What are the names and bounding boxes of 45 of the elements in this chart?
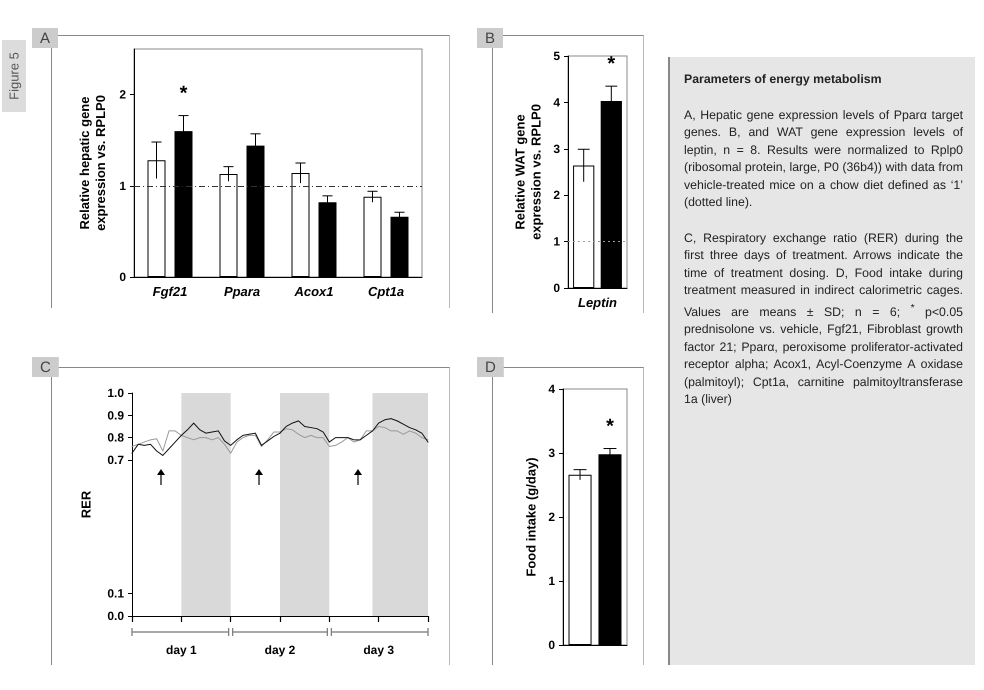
annotation: *	[606, 416, 614, 438]
chart-title: A	[40, 30, 50, 47]
text: Parameters of energy metabolism	[684, 71, 883, 88]
x-tick-label: day 3	[363, 643, 394, 657]
y-tick-label: 0.0	[107, 609, 124, 623]
y-tick-label: 2	[119, 88, 126, 102]
chart-title: D	[485, 359, 496, 376]
y-tick-label: 1	[119, 178, 126, 193]
y-tick-label: 4	[553, 95, 560, 110]
y-tick-label: 1	[548, 574, 556, 588]
y-tick-label: 0.1	[107, 586, 124, 601]
y-axis-title: RER	[78, 490, 94, 518]
annotation: *	[607, 53, 616, 76]
caption: Figure 5	[6, 52, 22, 100]
y-axis-title: Relative WAT gene expression vs. RPLP0	[512, 104, 544, 240]
text: A, Hepatic gene expression levels of Pparα target genes. B, and WAT gene expression levels of leptin, n = 8. Results were normalized to Rplp0 (ribosomal protein, large, P0 (36b4)) with data from vehicle-treated mice on a chow diet defined as ‘1’ (dotted line).	[684, 106, 963, 211]
y-tick-label: 0	[548, 638, 556, 652]
y-axis-title: Food intake (g/day)	[524, 457, 538, 577]
annotation: *	[180, 82, 188, 105]
line-series	[132, 426, 428, 454]
y-tick-label: 0	[553, 281, 560, 295]
y-tick-label: 4	[548, 382, 556, 396]
y-tick-label: 3	[548, 446, 556, 460]
x-tick-label: Ppara	[224, 284, 260, 299]
y-tick-label: 0	[119, 270, 126, 284]
y-axis-title: Relative hepatic gene expression vs. RPLP0	[76, 95, 108, 231]
y-tick-label: 5	[553, 49, 560, 63]
x-tick-label: day 2	[264, 643, 296, 657]
y-tick-label: 0.8	[107, 430, 124, 445]
x-tick-label: Leptin	[578, 295, 618, 310]
y-tick-label: 1	[553, 234, 560, 249]
y-tick-label: 3	[553, 142, 560, 156]
y-tick-label: 2	[553, 188, 560, 202]
chart-title: B	[485, 30, 496, 47]
y-tick-label: 2	[548, 510, 556, 524]
y-tick-label: 1.0	[107, 386, 124, 400]
line-series	[132, 418, 428, 456]
chart-title: C	[40, 359, 51, 376]
text: C, Respiratory exchange ratio (RER) during the first three days of treatment. Arrows indicate the time of treatment dosing. D, Food intake during treatment measured in indirect calorimetric cages. Values are means ± SD; n = 6; $^{*}$ p<0.05 prednisolone vs. vehicle, Fgf21, Fibroblast growth factor 21; Pparα, peroxisome proliferator-activated receptor alpha; Acox1, Acyl-Coenzyme A oxidase (palmitoyl); Cpt1a, carnitine palmitoyltransferase 1a (liver)	[684, 230, 963, 406]
x-tick-label: Acox1	[293, 284, 334, 299]
y-tick-label: 0.7	[107, 452, 124, 467]
x-tick-label: Fgf21	[152, 284, 188, 299]
x-tick-label: day 1	[166, 643, 197, 657]
x-tick-label: Cpt1a	[368, 284, 404, 299]
y-tick-label: 0.9	[107, 408, 124, 422]
